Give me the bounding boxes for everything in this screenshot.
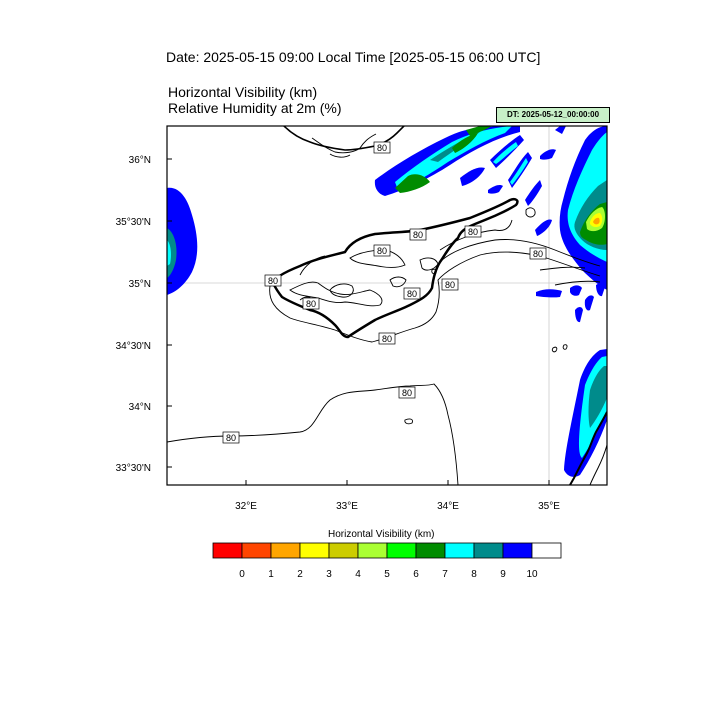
svg-text:80: 80 [407, 289, 417, 299]
svg-text:80: 80 [468, 227, 478, 237]
visibility-blob-west [167, 187, 198, 295]
visibility-strip-southeast [564, 349, 607, 477]
svg-text:80: 80 [382, 334, 392, 344]
colorbar-tick-label: 9 [500, 569, 506, 580]
contour-label: 80 [373, 244, 391, 257]
turkey-coastline [283, 126, 405, 151]
contour-label: 80 [302, 297, 320, 310]
colorbar-swatch [299, 542, 330, 559]
contour-label: 80 [398, 386, 416, 399]
lon-label-35e: 35°E [538, 501, 560, 512]
levant-coastline-inner [589, 444, 607, 485]
visibility-band-northeast [374, 126, 520, 196]
levant-coastline [569, 411, 607, 485]
visibility-streaks-east [460, 126, 566, 236]
subtitle-humidity: Relative Humidity at 2m (%) [168, 100, 342, 116]
contour-labels: 80 80 80 80 80 80 80 80 80 80 80 80 [222, 141, 547, 444]
contour-label: 80 [222, 431, 240, 444]
colorbar-tick-label: 4 [355, 569, 361, 580]
map-area [167, 126, 607, 485]
svg-text:80: 80 [268, 276, 278, 286]
lon-label-33e: 33°E [336, 501, 358, 512]
colorbar-swatch [444, 542, 475, 559]
dt-badge: DT: 2025-05-12_00:00:00 [496, 107, 610, 123]
colorbar-tick-label: 10 [526, 569, 538, 580]
colorbar-tick-label: 2 [297, 569, 303, 580]
contour-label: 80 [409, 228, 427, 241]
colorbar-tick-label: 1 [268, 569, 274, 580]
svg-text:80: 80 [445, 280, 455, 290]
svg-text:80: 80 [377, 246, 387, 256]
lat-label-35-30n: 35°30'N [116, 217, 151, 228]
colorbar-swatch [502, 542, 533, 559]
contour-label: 80 [264, 274, 282, 287]
date-title: Date: 2025-05-15 09:00 Local Time [2025-… [166, 49, 541, 65]
colorbar-swatch [241, 542, 272, 559]
colorbar-swatch [473, 542, 504, 559]
lat-label-35n: 35°N [129, 279, 151, 290]
subtitle-visibility: Horizontal Visibility (km) [168, 84, 318, 100]
colorbar-tick-label: 7 [442, 569, 448, 580]
axis-ticks [167, 158, 550, 485]
contour-label: 80 [373, 141, 391, 154]
visibility-area-far-east [559, 126, 607, 290]
lat-label-36n: 36°N [129, 155, 151, 166]
colorbar-swatch [212, 542, 243, 559]
lat-label-33-30n: 33°30'N [116, 463, 151, 474]
colorbar-swatch [415, 542, 446, 559]
lon-label-32e: 32°E [235, 501, 257, 512]
contour-label: 80 [441, 278, 459, 291]
colorbar-tick-label: 8 [471, 569, 477, 580]
colorbar-tick-label: 6 [413, 569, 419, 580]
contour-label: 80 [378, 332, 396, 345]
colorbar-tick-label: 3 [326, 569, 332, 580]
colorbar-swatch [386, 542, 417, 559]
legend-title: Horizontal Visibility (km) [328, 529, 435, 540]
svg-text:80: 80 [226, 433, 236, 443]
colorbar-swatch [328, 542, 359, 559]
colorbar-tick-label: 5 [384, 569, 390, 580]
colorbar-tick-label: 0 [239, 569, 245, 580]
visibility-patches-east [536, 283, 605, 323]
colorbar-swatch [531, 542, 562, 559]
contour-label: 80 [464, 225, 482, 238]
colorbar [212, 542, 562, 559]
colorbar-swatch [357, 542, 388, 559]
svg-text:80: 80 [306, 299, 316, 309]
cyprus-coastline [271, 197, 519, 339]
lat-label-34n: 34°N [129, 402, 151, 413]
svg-text:80: 80 [377, 143, 387, 153]
map-frame [166, 125, 608, 486]
contour-label: 80 [529, 247, 547, 260]
svg-text:80: 80 [533, 249, 543, 259]
colorbar-swatch [270, 542, 301, 559]
lon-label-34e: 34°E [437, 501, 459, 512]
svg-text:80: 80 [413, 230, 423, 240]
contour-label: 80 [403, 287, 421, 300]
svg-text:80: 80 [402, 388, 412, 398]
lat-label-34-30n: 34°30'N [116, 341, 151, 352]
